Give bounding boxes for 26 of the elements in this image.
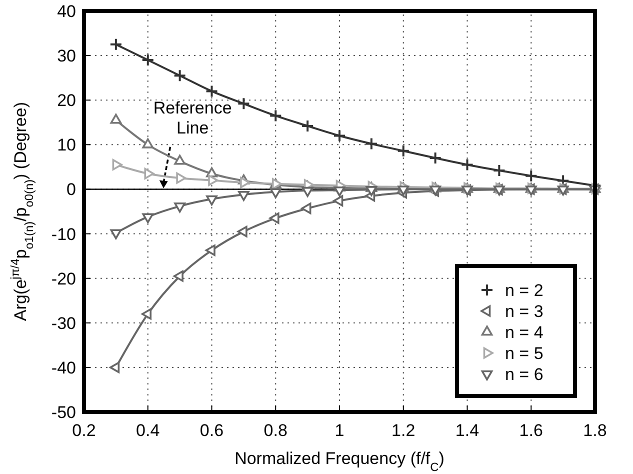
y-tick-label: 0 xyxy=(66,180,76,200)
legend-label: n = 3 xyxy=(505,302,544,321)
y-tick-label: -30 xyxy=(51,314,76,333)
y-tick-label: 30 xyxy=(57,46,76,66)
y-tick-label: -20 xyxy=(51,269,76,288)
x-tick-label: 1.8 xyxy=(583,421,607,440)
y-tick-label: 40 xyxy=(57,2,76,21)
y-tick-label: -50 xyxy=(51,403,76,422)
y-tick-label: -40 xyxy=(51,358,76,378)
x-tick-label: 0.2 xyxy=(72,421,96,440)
y-tick-label: 10 xyxy=(57,136,76,155)
legend-label: n = 2 xyxy=(505,281,544,300)
legend-label: n = 6 xyxy=(505,365,544,384)
x-tick-label: 1.4 xyxy=(455,421,480,440)
x-tick-label: 0.8 xyxy=(264,421,288,440)
x-tick-label: 0.4 xyxy=(136,421,160,440)
x-tick-label: 1.2 xyxy=(392,421,416,440)
legend-label: n = 4 xyxy=(505,323,544,342)
x-tick-label: 1 xyxy=(334,421,344,440)
x-tick-label: 0.6 xyxy=(200,421,224,440)
legend-label: n = 5 xyxy=(505,344,544,363)
y-tick-label: 20 xyxy=(57,91,76,110)
x-axis-title: Normalized Frequency (f/f$_{C}$) xyxy=(234,449,444,474)
y-tick-label: -10 xyxy=(51,224,76,244)
ref-line-label: Reference Line xyxy=(153,98,232,138)
x-tick-label: 1.6 xyxy=(519,421,543,440)
